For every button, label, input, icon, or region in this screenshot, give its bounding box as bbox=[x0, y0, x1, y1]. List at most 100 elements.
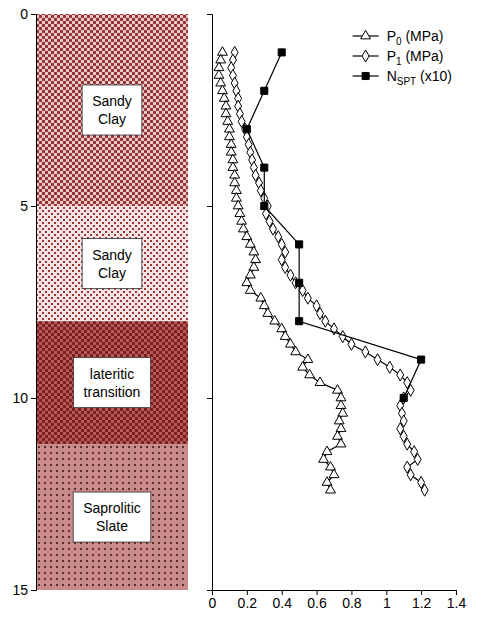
series-marker bbox=[216, 54, 226, 63]
series-marker bbox=[235, 208, 245, 217]
tick: 1.2 bbox=[412, 590, 432, 611]
series-marker bbox=[251, 254, 261, 263]
series-marker bbox=[407, 469, 414, 481]
axis-line bbox=[207, 15, 213, 591]
tick bbox=[207, 14, 212, 15]
tick-mark bbox=[207, 14, 212, 15]
series-marker bbox=[218, 85, 228, 94]
legend-label: P1 (MPa) bbox=[387, 48, 444, 67]
tick-mark bbox=[31, 398, 36, 399]
series-marker bbox=[418, 356, 425, 363]
tick: 1 bbox=[383, 590, 391, 611]
series-marker bbox=[225, 131, 235, 140]
series-marker bbox=[282, 261, 289, 273]
series-marker bbox=[298, 362, 308, 371]
series-marker bbox=[287, 269, 294, 281]
series-marker bbox=[231, 193, 241, 202]
tick-label: 0.4 bbox=[272, 595, 292, 611]
series-marker bbox=[223, 116, 233, 125]
series-marker bbox=[421, 484, 428, 496]
tick: 0 bbox=[20, 6, 36, 22]
series-marker bbox=[261, 164, 268, 171]
tick: 0 bbox=[209, 590, 217, 611]
soil-column bbox=[36, 14, 188, 590]
layer-label: SandyClay bbox=[92, 247, 132, 281]
series-marker bbox=[362, 346, 369, 358]
tick: 15 bbox=[12, 582, 36, 598]
plot-y-axis bbox=[207, 15, 213, 591]
legend-label: P0 (MPa) bbox=[387, 28, 444, 47]
series-marker bbox=[305, 369, 315, 378]
tick: 0.8 bbox=[342, 590, 362, 611]
series-line bbox=[219, 52, 343, 490]
tick-mark bbox=[207, 206, 212, 207]
plot-area bbox=[214, 46, 428, 496]
tick-mark bbox=[207, 398, 212, 399]
series-marker bbox=[278, 49, 285, 56]
tick-label: 0 bbox=[209, 595, 217, 611]
legend: P0 (MPa)P1 (MPa)NSPT (x10) bbox=[353, 28, 452, 87]
series-marker bbox=[296, 318, 303, 325]
series-line bbox=[247, 52, 421, 398]
tick-label: 15 bbox=[12, 582, 28, 598]
series-marker bbox=[400, 394, 407, 401]
series-marker bbox=[296, 279, 303, 286]
layer-label-group: SandyClay bbox=[82, 239, 142, 289]
series-marker bbox=[291, 346, 301, 355]
layer-label-box bbox=[74, 358, 151, 408]
series-marker bbox=[386, 361, 393, 373]
legend-entry: P1 (MPa) bbox=[353, 48, 444, 67]
x-axis: 0 0.2 0.4 0.6 0.8 1 1.2 1.4 bbox=[209, 590, 467, 611]
series-marker bbox=[315, 377, 325, 386]
soil-layer bbox=[36, 444, 188, 590]
series-marker bbox=[214, 70, 224, 79]
tick-mark bbox=[31, 590, 36, 591]
series-marker bbox=[219, 93, 229, 102]
series-marker bbox=[263, 308, 273, 317]
tick: 0.6 bbox=[307, 590, 327, 611]
layer-label: lateritictransition bbox=[84, 366, 141, 400]
tick-label: 0.6 bbox=[307, 595, 327, 611]
series-marker bbox=[317, 307, 324, 319]
axis-line bbox=[31, 15, 37, 591]
series-marker bbox=[319, 454, 329, 463]
series-marker bbox=[233, 200, 243, 209]
tick: 10 bbox=[12, 390, 36, 406]
series-marker bbox=[261, 202, 268, 209]
tick-label: 5 bbox=[20, 198, 28, 214]
legend-symbol bbox=[361, 30, 371, 39]
layer-label-box bbox=[73, 492, 151, 542]
legend-symbol bbox=[362, 50, 369, 62]
tick-label: 0 bbox=[20, 6, 28, 22]
series-marker bbox=[407, 384, 414, 396]
tick-label: 0.2 bbox=[238, 595, 258, 611]
series-marker bbox=[397, 369, 404, 381]
series-marker bbox=[286, 339, 296, 348]
tick: 1.4 bbox=[447, 590, 467, 611]
tick bbox=[207, 398, 212, 399]
series-marker bbox=[270, 316, 280, 325]
tick bbox=[207, 206, 212, 207]
tick-mark bbox=[207, 590, 212, 591]
layer-label-group: SaproliticSlate bbox=[73, 492, 151, 542]
tick-mark bbox=[31, 14, 36, 15]
soil-layer bbox=[36, 14, 188, 206]
series-marker bbox=[334, 415, 344, 424]
series-marker bbox=[336, 438, 346, 447]
series-marker bbox=[261, 87, 268, 94]
tick-mark bbox=[31, 206, 36, 207]
layer-label-group: SandyClay bbox=[82, 85, 142, 135]
series-marker bbox=[249, 246, 259, 255]
series-marker bbox=[414, 453, 421, 465]
tick bbox=[207, 590, 212, 591]
series-marker bbox=[237, 216, 247, 225]
series-marker bbox=[404, 438, 411, 450]
series-marker bbox=[230, 177, 240, 186]
legend-entry: P0 (MPa) bbox=[353, 28, 444, 47]
series-line bbox=[231, 52, 424, 490]
series-marker bbox=[348, 338, 355, 350]
chart: SandyClay SandyClay lateritictransition Sap… bbox=[0, 0, 481, 631]
series-marker bbox=[326, 484, 336, 493]
series-marker bbox=[245, 285, 255, 294]
series-marker bbox=[296, 241, 303, 248]
